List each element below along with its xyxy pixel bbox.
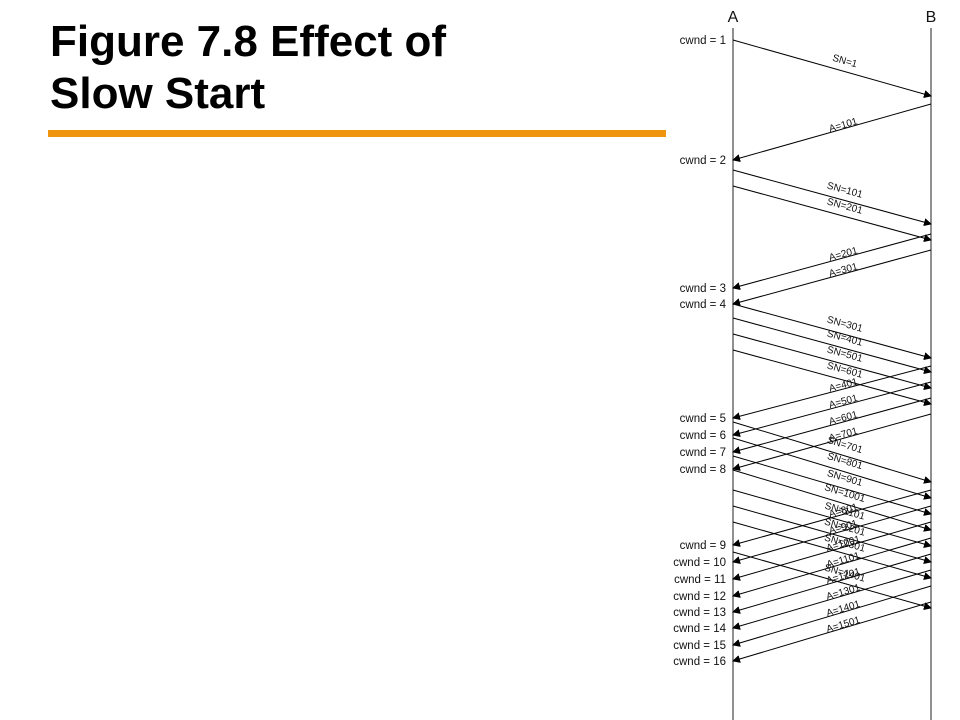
segment-arrow: [732, 303, 932, 361]
cwnd-label: cwnd = 2: [680, 155, 726, 167]
segment-arrow: [732, 455, 932, 516]
cwnd-label: cwnd = 14: [673, 623, 726, 635]
title-underline: [48, 130, 666, 137]
segment-arrow: [732, 317, 932, 375]
ack-arrow: [732, 397, 932, 455]
ack-arrow: [732, 365, 932, 421]
slide-title-line-2: Slow Start: [50, 69, 266, 118]
segment-arrow: [732, 185, 932, 243]
ack-arrow: [732, 553, 932, 614]
segment-arrow: [732, 421, 932, 484]
cwnd-label: cwnd = 8: [680, 464, 726, 476]
cwnd-label: cwnd = 13: [673, 607, 726, 619]
segment-arrow: [732, 39, 932, 98]
segment-arrow: [732, 349, 932, 407]
segment-label: SN=1: [831, 53, 859, 71]
ack-arrow: [732, 521, 932, 581]
ack-arrow: [732, 489, 932, 547]
cwnd-label: cwnd = 3: [680, 283, 726, 295]
acknowledgements: A=101A=201A=301A=401A=501A=601A=701A=801…: [732, 103, 932, 663]
ack-arrow: [732, 233, 932, 291]
ack-label: A=301: [828, 261, 859, 279]
host-a-label: A: [728, 9, 739, 26]
ack-arrow: [732, 601, 932, 663]
ack-label: A=601: [828, 409, 859, 427]
cwnd-label: cwnd = 9: [680, 540, 726, 552]
ack-arrow: [732, 381, 932, 438]
cwnd-labels: cwnd = 1 cwnd = 2 cwnd = 3 cwnd = 4 cwnd = 5…: [673, 35, 726, 668]
ack-label: A=101: [828, 116, 860, 135]
cwnd-label: cwnd = 15: [673, 640, 726, 652]
cwnd-label: cwnd = 5: [680, 413, 726, 425]
ack-arrow: [732, 537, 932, 598]
segment-arrow: [732, 169, 932, 227]
ack-arrow: [732, 103, 932, 162]
cwnd-label: cwnd = 16: [673, 656, 726, 668]
segment-arrow: [732, 551, 932, 610]
cwnd-label: cwnd = 11: [674, 574, 726, 586]
ack-label: A=401: [828, 376, 859, 394]
cwnd-label: cwnd = 12: [673, 591, 726, 603]
cwnd-label: cwnd = 6: [680, 430, 726, 442]
segment-arrow: [732, 333, 932, 391]
ack-arrow: [732, 585, 932, 647]
cwnd-label: cwnd = 10: [673, 557, 726, 569]
ack-arrow: [732, 249, 932, 307]
segment-arrow: [732, 437, 932, 500]
slide-title: Figure 7.8 Effect of Slow Start: [50, 16, 446, 120]
cwnd-label: cwnd = 1: [680, 35, 726, 47]
cwnd-label: cwnd = 7: [680, 447, 726, 459]
cwnd-label: cwnd = 4: [680, 299, 727, 311]
ack-label: A=501: [828, 393, 859, 411]
segment-arrow: [732, 469, 932, 532]
host-b-label: B: [926, 9, 937, 26]
ack-arrow: [732, 413, 932, 471]
slide-title-line-1: Figure 7.8 Effect of: [50, 17, 447, 66]
ack-arrow: [732, 505, 932, 564]
ack-arrow: [732, 569, 932, 630]
